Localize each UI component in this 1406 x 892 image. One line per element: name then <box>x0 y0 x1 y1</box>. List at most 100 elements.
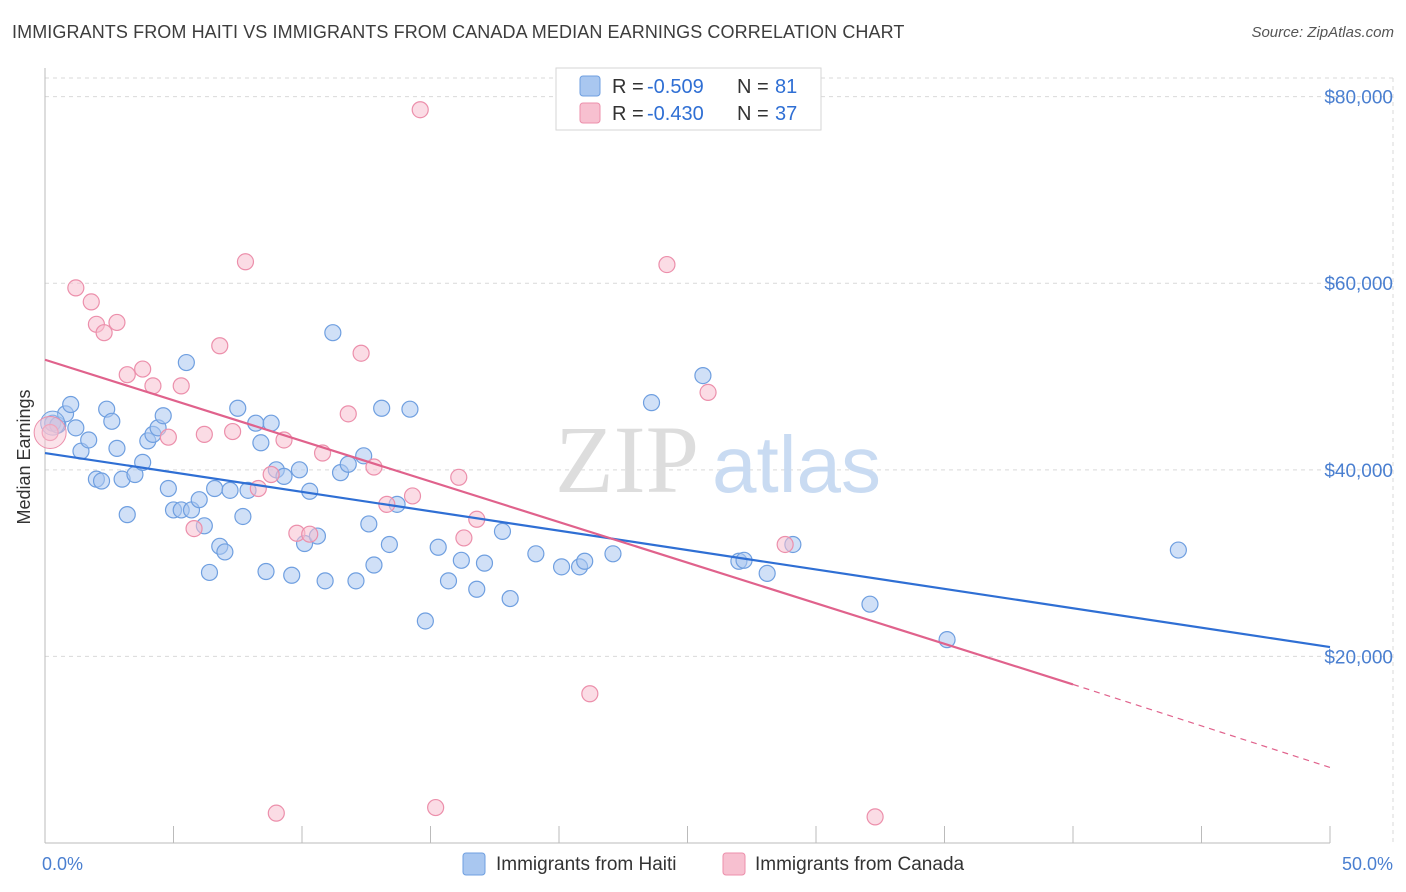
haiti-point <box>221 481 239 499</box>
haiti-point <box>493 522 512 541</box>
canada-point <box>195 425 213 443</box>
legend: R = -0.509 N = 81 R = -0.430 N = 37 <box>555 67 822 131</box>
canada-point <box>236 253 255 271</box>
haiti-point <box>316 572 334 590</box>
haiti-point <box>290 461 309 479</box>
haiti-point <box>416 612 434 630</box>
haiti-point <box>339 455 357 473</box>
haiti-point <box>475 554 494 572</box>
canada-point <box>41 423 59 442</box>
haiti-point <box>468 580 486 598</box>
canada-point <box>455 529 473 547</box>
haiti-point <box>380 535 398 554</box>
chart-source: Source: ZipAtlas.com <box>1251 24 1394 41</box>
legend-r-label-haiti: R = <box>612 76 644 98</box>
haiti-point <box>159 479 177 498</box>
bottom-legend-swatch-canada <box>722 852 746 876</box>
canada-point <box>95 324 113 342</box>
canada-point <box>352 344 370 362</box>
canada-point <box>249 479 267 498</box>
haiti-point <box>552 558 571 576</box>
canada-point <box>301 525 319 543</box>
canada-point <box>211 337 229 355</box>
x-tick-label-0: 0.0% <box>42 854 83 874</box>
canada-point <box>134 360 152 378</box>
y-tick-label-2: $60,000 <box>1324 274 1393 295</box>
haiti-point <box>257 562 275 581</box>
haiti-point <box>118 506 136 524</box>
haiti-point <box>347 572 365 590</box>
x-tick-labels: 0.0% 50.0% <box>42 854 1393 874</box>
legend-r-value-haiti: -0.509 <box>647 76 704 98</box>
haiti-point <box>216 543 234 561</box>
legend-r-value-canada: -0.430 <box>647 103 704 125</box>
canada-point <box>403 487 422 505</box>
chart-title: IMMIGRANTS FROM HAITI VS IMMIGRANTS FROM… <box>12 22 905 42</box>
haiti-point <box>190 491 208 509</box>
haiti-point <box>177 353 195 372</box>
haiti-point <box>324 324 342 342</box>
canada-point <box>339 405 357 423</box>
canada-point <box>658 255 676 274</box>
legend-n-value-canada: 37 <box>775 103 797 125</box>
legend-n-label-canada: N = <box>737 103 769 125</box>
legend-n-label-haiti: N = <box>737 76 769 98</box>
haiti-point <box>861 595 879 613</box>
haiti-point <box>229 399 247 417</box>
trend-line-canada-extension <box>1072 683 1331 769</box>
y-tick-labels: $20,000 $40,000 $60,000 $80,000 <box>1324 88 1393 669</box>
canada-point-cluster <box>33 416 67 450</box>
y-tick-label-3: $80,000 <box>1324 88 1393 109</box>
canada-point <box>450 468 468 486</box>
haiti-point <box>103 412 121 430</box>
haiti-point <box>154 407 172 425</box>
trend-lines <box>44 358 1331 769</box>
haiti-point <box>373 399 391 417</box>
haiti-point <box>694 367 712 385</box>
haiti-point <box>92 472 111 490</box>
canada-point <box>581 685 599 703</box>
canada-point <box>172 377 190 395</box>
bottom-legend-label-haiti: Immigrants from Haiti <box>496 854 677 875</box>
haiti-point <box>501 589 519 608</box>
canada-point <box>267 804 285 822</box>
bottom-legend: Immigrants from Haiti Immigrants from Ca… <box>462 852 965 876</box>
canada-point <box>262 465 280 484</box>
canada-point <box>108 313 126 332</box>
watermark-atlas: atlas <box>712 420 881 509</box>
haiti-point <box>758 564 776 582</box>
canada-point <box>427 798 445 817</box>
haiti-point <box>452 551 470 569</box>
y-tick-label-1: $40,000 <box>1324 461 1393 482</box>
canada-point <box>185 520 203 538</box>
haiti-point <box>283 566 301 584</box>
haiti-point <box>429 538 447 556</box>
legend-swatch-haiti <box>579 75 601 97</box>
canada-point <box>699 383 717 401</box>
haiti-point <box>365 556 383 574</box>
bottom-legend-swatch-haiti <box>462 852 486 876</box>
canada-point <box>411 101 429 119</box>
haiti-point <box>108 439 126 457</box>
haiti-point <box>62 395 80 414</box>
canada-point <box>866 808 884 826</box>
y-tick-label-0: $20,000 <box>1324 647 1393 668</box>
canada-point <box>67 279 85 297</box>
haiti-point <box>360 515 378 533</box>
canada-point <box>159 428 177 446</box>
y-axis-title: Median Earnings <box>14 389 34 524</box>
canada-point <box>776 535 794 554</box>
haiti-point <box>200 563 219 582</box>
haiti-point <box>576 552 594 570</box>
haiti-point <box>401 400 419 418</box>
canada-point <box>82 293 100 311</box>
canada-point <box>118 366 136 384</box>
x-tick-label-1: 50.0% <box>1342 854 1393 874</box>
haiti-point <box>67 419 85 437</box>
haiti-point <box>206 479 224 498</box>
legend-r-label-canada: R = <box>612 103 644 125</box>
haiti-point <box>1169 541 1187 559</box>
haiti-point <box>80 431 98 449</box>
haiti-point <box>252 434 270 452</box>
bottom-legend-label-canada: Immigrants from Canada <box>755 854 965 875</box>
